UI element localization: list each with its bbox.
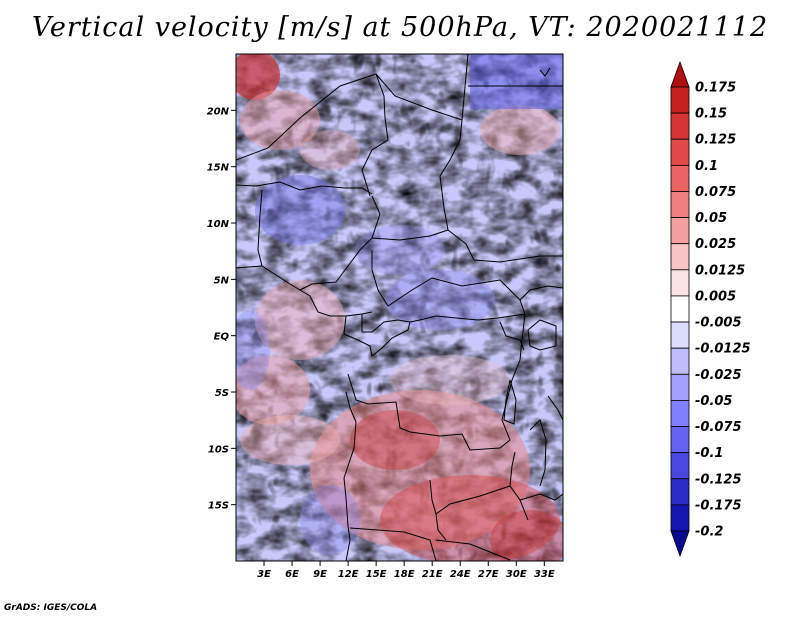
lat-tick-label: 10N <box>207 219 230 230</box>
lon-tick-label: 6E <box>285 569 299 580</box>
lon-tick-label: 15E <box>366 569 387 580</box>
lon-tick-label: 9E <box>313 569 327 580</box>
colorbar-swatch <box>670 269 690 297</box>
colorbar-label: 0.1 <box>695 159 718 174</box>
colorbar-top-arrow <box>670 60 690 88</box>
lat-tick-label: 10S <box>208 444 229 455</box>
colorbar-swatch <box>670 400 690 427</box>
colorbar-label: -0.1 <box>695 446 723 461</box>
lon-tick-label: 30E <box>506 569 527 580</box>
colorbar-label: -0.2 <box>695 525 723 540</box>
colorbar-swatch <box>670 452 690 480</box>
colorbar-label: 0.0125 <box>695 263 745 278</box>
map-frame <box>235 53 564 562</box>
colorbar-swatch <box>670 191 690 218</box>
lat-tick-label: 15N <box>207 163 230 174</box>
colorbar-label: -0.075 <box>695 420 742 435</box>
colorbar-swatch <box>670 112 690 140</box>
lat-tick-label: EQ <box>214 332 230 343</box>
lon-tick-label: 27E <box>478 569 499 580</box>
lon-tick-label: 24E <box>450 569 471 580</box>
colorbar-label: 0.15 <box>695 107 727 122</box>
lon-tick-label: 18E <box>394 569 415 580</box>
colorbar-label: -0.005 <box>695 316 742 331</box>
latitude-axis: 20N 15N 10N 5N EQ 5S 10S 15S <box>207 106 236 512</box>
grads-credit: GrADS: IGES/COLA <box>4 603 98 613</box>
colorbar-label: 0.125 <box>695 133 736 148</box>
colorbar-label: 0.075 <box>695 185 736 200</box>
colorbar-label: 0.05 <box>695 211 727 226</box>
lat-tick-label: 15S <box>208 501 229 512</box>
colorbar: 0.175 0.15 0.125 0.1 0.075 0.05 0.025 0.0125 0.0… <box>670 60 751 558</box>
colorbar-swatch <box>670 504 690 532</box>
velocity-field <box>236 54 563 561</box>
lon-tick-label: 33E <box>534 569 555 580</box>
longitude-axis: 3E 6E 9E 12E 15E 18E 21E 24E 27E 30E 33E <box>257 561 555 580</box>
colorbar-label: 0.005 <box>695 289 736 304</box>
colorbar-swatch <box>670 217 690 245</box>
lon-tick-label: 12E <box>338 569 359 580</box>
colorbar-swatch <box>670 426 690 454</box>
colorbar-label: -0.025 <box>695 368 742 383</box>
colorbar-label: -0.125 <box>695 472 742 487</box>
colorbar-bottom-arrow <box>670 530 690 558</box>
colorbar-swatch <box>670 478 690 506</box>
colorbar-label: 0.025 <box>695 237 736 252</box>
colorbar-label: 0.175 <box>695 81 736 96</box>
country-borders <box>236 54 563 561</box>
chart-title: Vertical velocity [m/s] at 500hPa, VT: 2… <box>31 12 769 43</box>
colorbar-swatch <box>670 321 690 349</box>
lat-tick-label: 5N <box>214 275 230 286</box>
colorbar-swatch <box>670 164 690 192</box>
colorbar-label: -0.0125 <box>695 342 751 357</box>
colorbar-label: -0.175 <box>695 498 742 513</box>
lat-tick-label: 20N <box>207 106 230 117</box>
colorbar-swatch <box>670 138 690 166</box>
lat-tick-label: 5S <box>215 388 229 399</box>
colorbar-swatch <box>670 86 690 114</box>
colorbar-swatch <box>670 243 690 271</box>
lon-tick-label: 21E <box>422 569 443 580</box>
colorbar-swatch <box>670 347 690 375</box>
lon-tick-label: 3E <box>257 569 271 580</box>
colorbar-swatch <box>670 295 690 323</box>
colorbar-swatch <box>670 373 690 401</box>
colorbar-label: -0.05 <box>695 394 732 409</box>
